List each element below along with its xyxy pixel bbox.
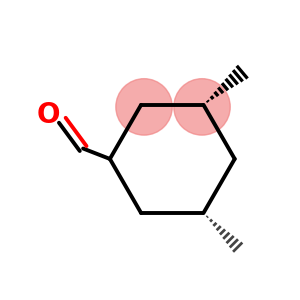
Text: O: O <box>36 101 60 129</box>
Circle shape <box>116 79 172 135</box>
Circle shape <box>174 79 230 135</box>
